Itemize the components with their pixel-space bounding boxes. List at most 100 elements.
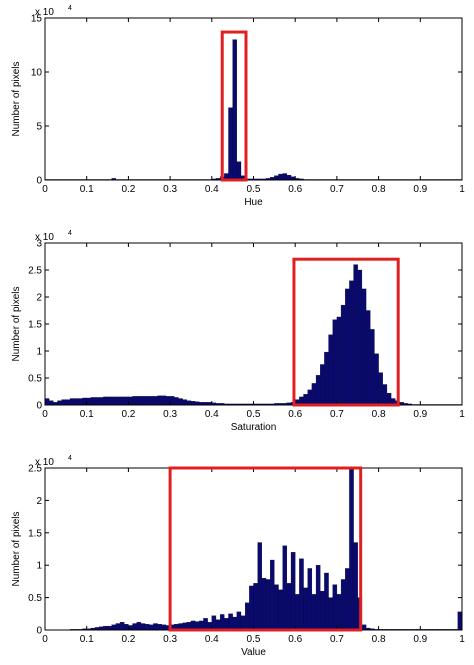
value-x-tick-label: 0.3: [163, 634, 177, 645]
saturation-bar: [161, 395, 167, 406]
value-bar: [257, 542, 262, 631]
value-bar: [265, 579, 271, 631]
saturation-bar: [178, 398, 183, 406]
saturation-x-tick-label: 0.6: [288, 409, 302, 420]
hue-bar: [282, 173, 288, 181]
value-bar: [140, 623, 146, 631]
saturation-y-tick-label: 0.5: [28, 374, 42, 385]
value-bar: [236, 611, 242, 631]
value-bar: [286, 583, 292, 631]
value-bar: [144, 624, 150, 631]
value-x-tick-label: 0.8: [372, 634, 386, 645]
saturation-bar: [49, 400, 54, 406]
saturation-x-axis-label: Saturation: [231, 422, 277, 433]
hue-y-multiplier: x 10: [35, 7, 54, 18]
hue-x-tick-label: 0.5: [247, 184, 261, 195]
value-y-axis-label: Number of pixels: [11, 511, 22, 586]
value-bar: [303, 587, 308, 631]
saturation-bar: [57, 400, 62, 406]
saturation-bar: [186, 400, 192, 406]
value-bar: [211, 615, 217, 631]
value-bar: [261, 578, 267, 631]
hue-x-tick-label: 1: [459, 184, 465, 195]
value-bar: [149, 624, 154, 631]
value-bar: [128, 625, 133, 631]
value-bar: [107, 625, 112, 631]
hue-bar: [228, 107, 233, 181]
saturation-y-multiplier: x 10: [35, 232, 54, 243]
value-x-tick-label: 0.9: [413, 634, 427, 645]
saturation-bar: [357, 269, 363, 406]
hue-y-exponent: 4: [68, 5, 72, 12]
value-bar: [315, 565, 321, 631]
value-bar: [353, 542, 358, 631]
value-bar: [161, 624, 167, 631]
saturation-bar: [332, 319, 338, 406]
value-bar: [119, 622, 125, 631]
hue-x-tick-label: 0.6: [288, 184, 302, 195]
value-bar: [324, 572, 329, 631]
saturation-bar: [136, 396, 142, 406]
saturation-bar: [374, 353, 379, 406]
saturation-bar: [153, 396, 158, 406]
hue-x-tick-label: 0.7: [330, 184, 344, 195]
value-highlight-box: [168, 466, 363, 632]
value-bar: [203, 618, 208, 631]
value-bar: [111, 624, 117, 631]
value-bar: [228, 613, 233, 631]
saturation-bar: [61, 399, 67, 406]
saturation-x-tick-label: 0.3: [163, 409, 177, 420]
hue-y-tick-label: 5: [36, 122, 42, 133]
saturation-y-tick-label: 0: [36, 401, 42, 412]
value-y-tick-label: 0: [36, 626, 42, 637]
value-bar: [153, 623, 158, 631]
saturation-x-tick-label: 0.8: [372, 409, 386, 420]
saturation-bar: [336, 316, 342, 406]
hue-bar: [286, 174, 292, 181]
saturation-bar: [165, 396, 171, 406]
value-bar: [361, 624, 367, 631]
saturation-bar: [78, 398, 83, 406]
saturation-bar: [115, 396, 121, 406]
saturation-y-axis-label: Number of pixels: [11, 286, 22, 361]
hue-x-tick-label: 0.4: [205, 184, 219, 195]
hue-x-tick-label: 0.1: [80, 184, 94, 195]
saturation-bar: [119, 396, 125, 406]
saturation-bar: [174, 397, 179, 406]
saturation-bar: [86, 397, 92, 406]
saturation-bar: [378, 372, 383, 406]
saturation-bar: [44, 398, 50, 406]
saturation-bar: [132, 396, 137, 406]
value-bar: [219, 614, 225, 631]
value-bar: [270, 559, 275, 631]
saturation-bar: [320, 364, 325, 406]
value-y-exponent: 4: [68, 455, 72, 462]
value-bar: [282, 545, 288, 631]
saturation-bar: [82, 397, 87, 406]
saturation-plot-area: [45, 243, 462, 405]
hue-y-axis-label: Number of pixels: [11, 61, 22, 136]
value-bar: [124, 624, 129, 631]
value-x-tick-label: 0: [42, 634, 48, 645]
value-bar: [249, 585, 254, 631]
value-bar: [328, 597, 333, 631]
hue-x-axis-label: Hue: [244, 197, 263, 208]
saturation-bar: [349, 280, 354, 406]
saturation-bar: [382, 384, 388, 406]
saturation-y-tick-label: 3: [36, 239, 42, 250]
saturation-bar: [74, 398, 79, 406]
saturation-bar: [365, 310, 371, 406]
saturation-x-tick-label: 0.2: [121, 409, 135, 420]
value-bar: [340, 579, 346, 631]
hue-y-tick-label: 0: [36, 176, 42, 187]
value-x-tick-label: 0.7: [330, 634, 344, 645]
value-y-tick-label: 2: [36, 496, 42, 507]
value-bar: [240, 615, 246, 631]
value-bar: [320, 590, 325, 631]
value-x-axis-label: Value: [241, 647, 266, 658]
saturation-bar: [144, 396, 150, 406]
hue-x-tick-label: 0.8: [372, 184, 386, 195]
saturation-x-tick-label: 0.5: [247, 409, 261, 420]
saturation-bar: [140, 396, 146, 406]
